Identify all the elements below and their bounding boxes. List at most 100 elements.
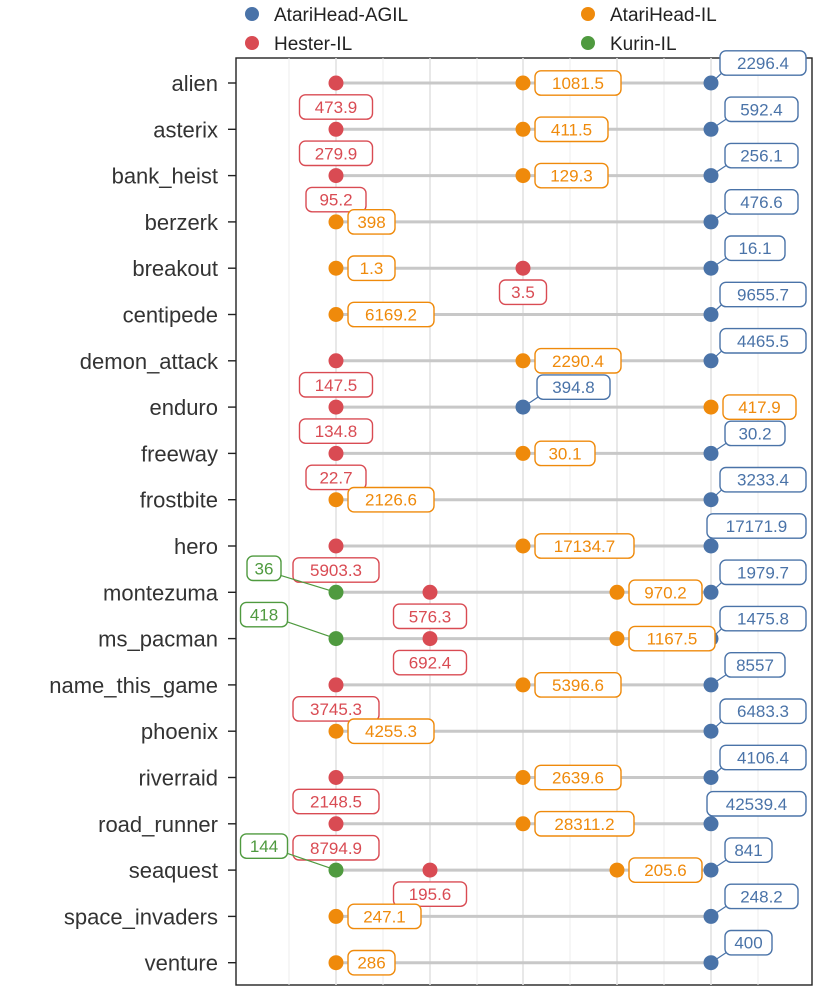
- data-point: [328, 538, 344, 554]
- value-label-box: [706, 513, 807, 539]
- y-tick-label: centipede: [123, 303, 218, 328]
- value-label: 411.5: [551, 120, 592, 139]
- value-label: 476.6: [740, 193, 783, 212]
- value-label-box: [498, 279, 548, 306]
- value-label: 1979.7: [737, 563, 789, 582]
- value-label-box: [534, 116, 609, 143]
- value-label-box: [719, 744, 807, 771]
- value-label: 9655.7: [737, 286, 789, 305]
- value-label: 6483.3: [737, 702, 789, 721]
- value-label: 3233.4: [737, 471, 789, 490]
- y-tick-label: name_this_game: [49, 673, 218, 698]
- value-label-box: [298, 94, 374, 120]
- value-label-box: [534, 162, 609, 189]
- value-label: 256.1: [740, 147, 783, 166]
- value-label: 195.6: [409, 885, 452, 904]
- value-label: 248.2: [740, 887, 783, 906]
- y-tick-label: ms_pacman: [98, 627, 218, 652]
- y-tick-label: space_invaders: [64, 904, 218, 929]
- data-point: [328, 816, 344, 832]
- data-point: [515, 75, 531, 91]
- value-label-box: [628, 579, 703, 606]
- legend-label: Kurin-IL: [610, 34, 677, 55]
- value-label-box: [534, 764, 622, 791]
- value-label-box: [534, 70, 622, 96]
- value-label-box: [719, 50, 807, 76]
- value-label-box: [298, 140, 374, 167]
- data-point: [328, 770, 344, 785]
- value-label-box: [534, 810, 635, 837]
- y-tick-label: hero: [174, 534, 218, 559]
- value-label-box: [239, 833, 289, 860]
- legend-label: AtariHead-IL: [610, 5, 717, 26]
- value-label-box: [246, 555, 282, 582]
- value-label-box: [392, 649, 468, 676]
- data-point: [328, 723, 344, 739]
- value-label-box: [706, 790, 807, 817]
- value-label: 4465.5: [737, 332, 789, 351]
- y-tick-label: road_runner: [98, 812, 218, 837]
- value-label: 247.1: [363, 907, 406, 926]
- value-label-box: [298, 418, 374, 444]
- data-point: [703, 399, 719, 415]
- value-label: 42539.4: [726, 795, 787, 814]
- data-point: [609, 584, 625, 600]
- value-label-box: [298, 371, 374, 398]
- value-label-box: [292, 788, 380, 815]
- value-label-box: [305, 464, 367, 491]
- value-label: 398: [357, 213, 385, 232]
- data-point: [328, 75, 344, 91]
- data-point: [328, 677, 344, 693]
- value-label-box: [305, 186, 367, 213]
- value-label: 692.4: [409, 654, 452, 673]
- value-label-box: [724, 235, 786, 262]
- y-tick-label: venture: [145, 951, 218, 976]
- data-point: [515, 770, 531, 785]
- data-point: [515, 353, 531, 369]
- value-label: 3745.3: [310, 700, 362, 719]
- y-tick-label: asterix: [153, 117, 218, 142]
- data-point: [328, 307, 344, 322]
- value-label: 417.9: [738, 398, 781, 417]
- data-point: [422, 631, 438, 647]
- value-label: 147.5: [315, 376, 358, 395]
- value-label: 1475.8: [737, 610, 789, 629]
- value-label: 8557: [736, 656, 774, 675]
- value-label: 2296.4: [737, 54, 789, 73]
- label-leader: [283, 851, 337, 871]
- y-tick-label: berzerk: [145, 210, 219, 235]
- value-label-box: [719, 327, 807, 354]
- legend-marker: [245, 36, 259, 50]
- data-point: [515, 121, 531, 137]
- value-label: 4255.3: [365, 722, 417, 741]
- data-point: [515, 816, 531, 832]
- value-label-box: [347, 301, 435, 328]
- value-label-box: [724, 96, 799, 123]
- value-label: 30.2: [738, 424, 771, 443]
- value-label-box: [724, 883, 799, 910]
- label-leader: [283, 620, 337, 640]
- data-point: [328, 214, 344, 230]
- value-label-box: [724, 652, 786, 678]
- data-point: [515, 260, 531, 276]
- data-point: [328, 353, 344, 369]
- value-label: 279.9: [315, 144, 358, 163]
- value-label: 394.8: [552, 378, 595, 397]
- y-tick-label: bank_heist: [112, 164, 218, 189]
- label-leader: [276, 573, 337, 593]
- value-label-box: [347, 903, 422, 930]
- value-label: 28311.2: [554, 815, 614, 834]
- y-tick-label: enduro: [149, 395, 218, 420]
- value-label-box: [724, 142, 799, 169]
- value-label: 17134.7: [554, 537, 615, 556]
- legend-marker: [581, 7, 595, 21]
- value-label: 2148.5: [310, 793, 362, 812]
- value-label-box: [292, 557, 380, 583]
- data-point: [328, 445, 344, 461]
- value-label: 592.4: [740, 100, 783, 119]
- value-label: 4106.4: [737, 749, 789, 768]
- value-label-box: [347, 208, 396, 235]
- value-label-box: [347, 255, 396, 282]
